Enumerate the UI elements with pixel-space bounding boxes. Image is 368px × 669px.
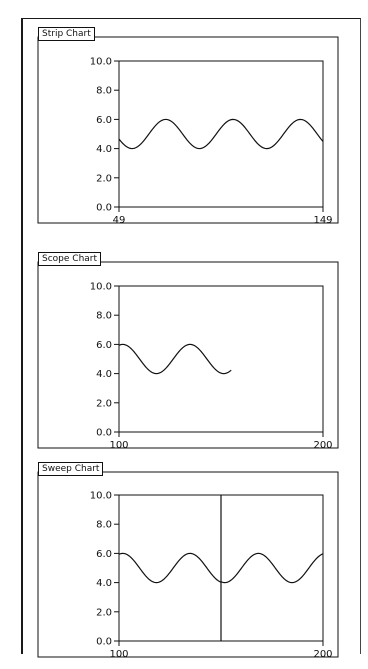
x-tick-label: 100 <box>109 649 128 660</box>
plot-area <box>118 60 324 208</box>
y-tick-label: 4.0 <box>96 578 112 589</box>
y-tick-label: 2.0 <box>96 398 112 409</box>
y-tick-label: 2.0 <box>96 173 112 184</box>
x-tick-label: 49 <box>113 215 126 226</box>
data-line <box>118 343 232 375</box>
y-tick-label: 0.0 <box>96 428 112 439</box>
x-tick-label: 200 <box>313 440 332 451</box>
x-tick-label: 100 <box>109 440 128 451</box>
y-tick-label: 6.0 <box>96 340 112 351</box>
plot-area <box>118 285 324 433</box>
y-tick-label: 10.0 <box>90 57 112 68</box>
data-line <box>220 552 324 584</box>
x-tick-label: 149 <box>313 215 332 226</box>
y-tick-label: 6.0 <box>96 549 112 560</box>
y-tick-label: 8.0 <box>96 520 112 531</box>
y-tick-label: 2.0 <box>96 607 112 618</box>
y-tick-label: 8.0 <box>96 311 112 322</box>
sweep-chart-title: Sweep Chart <box>38 462 104 476</box>
y-tick-label: 6.0 <box>96 115 112 126</box>
y-tick-label: 4.0 <box>96 144 112 155</box>
y-tick-label: 10.0 <box>90 491 112 502</box>
strip-chart-plot[interactable]: 10.0 8.0 6.0 4.0 2.0 0.049 149 <box>23 19 343 229</box>
y-tick-label: 0.0 <box>96 637 112 648</box>
y-tick-label: 8.0 <box>96 86 112 97</box>
y-tick-label: 10.0 <box>90 282 112 293</box>
front-panel: Strip Chart 10.0 8.0 6.0 4.0 2.0 0.0 49 149 Sco… <box>21 18 361 660</box>
y-tick-label: 0.0 <box>96 203 112 214</box>
x-tick-label: 200 <box>313 649 332 660</box>
scope-chart-title: Scope Chart <box>38 252 102 266</box>
data-line <box>118 118 324 150</box>
strip-chart-title: Strip Chart <box>38 27 95 41</box>
data-line <box>118 552 222 584</box>
y-tick-label: 4.0 <box>96 369 112 380</box>
